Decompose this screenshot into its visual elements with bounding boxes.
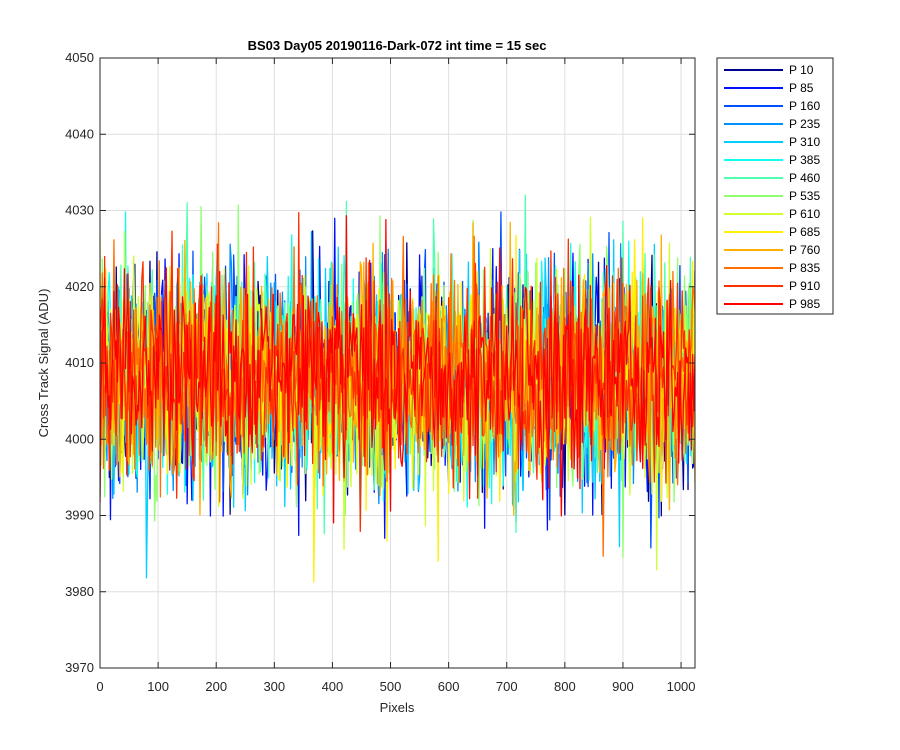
y-tick-label: 4020 — [65, 279, 94, 294]
legend-label: P 460 — [789, 171, 820, 185]
y-tick-label: 4030 — [65, 203, 94, 218]
y-tick-label: 3980 — [65, 584, 94, 599]
legend-label: P 310 — [789, 135, 820, 149]
legend-box — [716, 57, 834, 315]
x-tick-label: 700 — [496, 679, 518, 694]
y-tick-label: 3990 — [65, 508, 94, 523]
y-tick-label: 3970 — [65, 660, 94, 675]
y-tick-label: 4040 — [65, 126, 94, 141]
x-tick-label: 900 — [612, 679, 634, 694]
legend-label: P 760 — [789, 243, 820, 257]
series-lines — [100, 194, 695, 583]
x-tick-label: 100 — [147, 679, 169, 694]
x-tick-label: 200 — [205, 679, 227, 694]
legend: P 10 P 85 P 160 P 235 P 310 P 385 P 460 P 535 P … — [716, 57, 834, 315]
legend-label: P 910 — [789, 279, 820, 293]
chart-title: BS03 Day05 20190116-Dark-072 int time = … — [248, 38, 547, 53]
y-tick-label: 4000 — [65, 431, 94, 446]
legend-label: P 535 — [789, 189, 820, 203]
legend-label: P 685 — [789, 225, 820, 239]
legend-label: P 985 — [789, 297, 820, 311]
x-tick-label: 0 — [96, 679, 103, 694]
legend-label: P 10 — [789, 63, 814, 77]
series-line-p985 — [100, 215, 695, 524]
x-tick-label: 800 — [554, 679, 576, 694]
x-axis-label: Pixels — [380, 700, 415, 715]
legend-label: P 610 — [789, 207, 820, 221]
legend-label: P 160 — [789, 99, 820, 113]
legend-label: P 235 — [789, 117, 820, 131]
x-tick-label: 300 — [263, 679, 285, 694]
y-tick-label: 4010 — [65, 355, 94, 370]
y-tick-label: 4050 — [65, 50, 94, 65]
legend-label: P 835 — [789, 261, 820, 275]
x-tick-label: 400 — [322, 679, 344, 694]
axis-ticks: 0 100 200 300 400 500 600 700 800 900 1000 3970 3980… — [65, 50, 695, 694]
x-tick-label: 600 — [438, 679, 460, 694]
y-axis-label: Cross Track Signal (ADU) — [36, 289, 51, 438]
x-tick-label: 500 — [380, 679, 402, 694]
legend-label: P 85 — [789, 81, 814, 95]
series-line-p835 — [100, 222, 695, 557]
x-tick-label: 1000 — [667, 679, 696, 694]
legend-label: P 385 — [789, 153, 820, 167]
